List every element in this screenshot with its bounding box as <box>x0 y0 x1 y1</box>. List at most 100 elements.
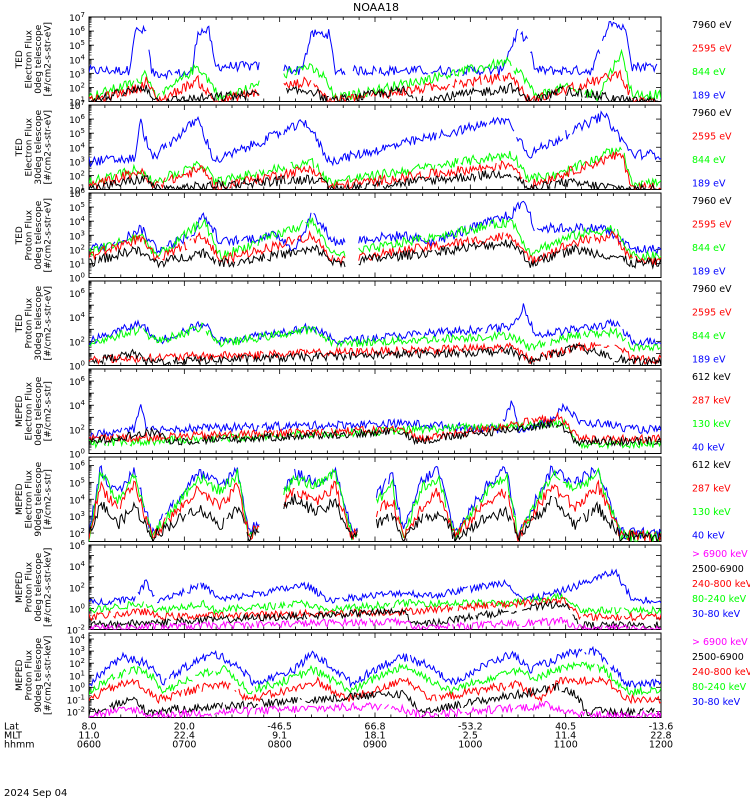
series-30-80-kev <box>89 645 661 690</box>
footer: 2024 Sep 04 LatMLThhmm8.011.0060020.022.… <box>4 722 673 800</box>
series-2595-ev <box>89 341 661 366</box>
series-844-ev <box>89 217 661 263</box>
footer-row-label: hhmm <box>4 740 35 751</box>
footer-hhmm-value: 1100 <box>554 740 578 751</box>
y-tick-label: 100 <box>69 681 85 694</box>
footer-lat-value: -46.5 <box>267 722 292 733</box>
series-612-kev <box>89 493 661 542</box>
legend-entry: 287 keV <box>692 396 731 407</box>
series-80-240-kev <box>89 661 661 697</box>
legend: > 6900 keV 2500-6900 240-800 keV 80-240 keV… <box>692 637 750 708</box>
footer-lat-value: 8.0 <box>81 722 96 733</box>
y-axis-label: MEPEDElectron Flux90deg telescope[#/cm2-… <box>15 461 54 536</box>
y-tick-label: 103 <box>69 155 85 168</box>
legend: > 6900 keV 2500-6900 240-800 keV 80-240 keV… <box>692 549 750 620</box>
y-tick-label: 10-2 <box>67 624 85 637</box>
y-tick-label: 103 <box>69 510 85 523</box>
y-tick-label: 106 <box>69 375 85 388</box>
legend: 7960 eV 2595 eV 844 eV 189 eV <box>692 20 732 102</box>
legend-entry: > 6900 keV <box>692 549 748 560</box>
legend-entry: 80-240 keV <box>692 594 747 605</box>
legend-entry: 612 keV <box>692 372 731 383</box>
legend-entry: 7960 eV <box>692 108 732 119</box>
y-axis-label: MEPEDProton Flux0deg telescope[#/cm2-s-s… <box>15 548 54 627</box>
y-ticks: 100 102 104 106 <box>69 368 661 461</box>
series-2595-ev <box>89 230 661 266</box>
y-tick-label: 102 <box>69 335 85 348</box>
footer-hhmm-value: 1200 <box>649 740 673 751</box>
panel-frame <box>88 192 662 278</box>
series-80-240-kev <box>89 593 661 616</box>
legend-entry: 130 keV <box>692 507 731 518</box>
legend-entry: 287 keV <box>692 484 731 495</box>
plot-title: NOAA18 <box>353 1 399 14</box>
footer-lat-value: 66.8 <box>364 722 385 733</box>
y-tick-label: 100 <box>69 360 85 373</box>
panel-4: 100 102 104 106 TEDProton Flux30deg telescop… <box>15 280 732 373</box>
y-tick-label: 101 <box>69 669 85 682</box>
legend: 7960 eV 2595 eV 844 eV 189 eV <box>692 284 732 366</box>
legend-entry: 189 eV <box>692 355 726 366</box>
footer-mlt-value: 2.5 <box>463 731 478 742</box>
y-axis-label: MEPEDProton Flux90deg telescope[#/cm2-s-… <box>15 636 54 715</box>
y-tick-label: 104 <box>69 53 85 66</box>
y-tick-label: 107 <box>69 99 85 112</box>
y-tick-label: 105 <box>69 39 85 52</box>
footer-lat-value: -53.2 <box>458 722 483 733</box>
footer-hhmm-value: 0700 <box>172 740 196 751</box>
legend: 612 keV 287 keV 130 keV 40 keV <box>692 460 731 542</box>
legend-entry: 844 eV <box>692 331 726 342</box>
y-tick-label: 106 <box>69 539 85 552</box>
series-287-kev <box>89 411 661 445</box>
y-axis-label: TEDElectron Flux30deg telescope[#/cm2-s-… <box>15 109 54 184</box>
legend-entry: 844 eV <box>692 155 726 166</box>
y-axis-label: MEPEDElectron Flux0deg telescope[#/cm2-s… <box>15 376 54 446</box>
y-tick-label: 10-2 <box>67 705 85 718</box>
footer-lat-value: 40.5 <box>555 722 576 733</box>
legend: 612 keV 287 keV 130 keV 40 keV <box>692 372 731 454</box>
series--6900-kev <box>89 700 661 718</box>
series-189-ev <box>89 303 661 346</box>
legend-entry: 189 eV <box>692 267 726 278</box>
y-tick-label: 104 <box>69 311 85 324</box>
series-group <box>89 200 661 270</box>
y-tick-label: 104 <box>69 560 85 573</box>
legend-entry: 2595 eV <box>692 44 732 55</box>
legend-entry: 2500-6900 <box>692 652 744 663</box>
legend-entry: 240-800 keV <box>692 667 750 678</box>
y-axis-label: TEDProton Flux30deg telescope[#/cm2-s-st… <box>15 285 54 360</box>
panel-frame <box>88 456 662 542</box>
footer-hhmm-value: 0600 <box>77 740 101 751</box>
y-tick-label: 104 <box>69 215 85 228</box>
footer-mlt-value: 18.1 <box>364 731 385 742</box>
y-tick-label: 100 <box>69 602 85 615</box>
y-tick-label: 104 <box>69 399 85 412</box>
legend: 7960 eV 2595 eV 844 eV 189 eV <box>692 108 732 190</box>
y-tick-label: 101 <box>69 257 85 270</box>
legend-entry: 30-80 keV <box>692 697 741 708</box>
footer-mlt-value: 22.8 <box>650 731 671 742</box>
footer-mlt-value: 22.4 <box>174 731 195 742</box>
series--6900-kev <box>89 616 661 630</box>
y-tick-label: 100 <box>69 448 85 461</box>
series-2500-6900 <box>89 682 661 717</box>
y-tick-label: 104 <box>69 493 85 506</box>
series-group <box>89 568 661 630</box>
panel-frame <box>88 16 662 102</box>
series-group <box>89 22 661 102</box>
panel-5: 100 102 104 106 MEPEDElectron Flux0deg teles… <box>15 368 731 461</box>
footer-mlt-value: 11.0 <box>78 731 99 742</box>
footer-hhmm-value: 0900 <box>363 740 387 751</box>
legend-entry: 40 keV <box>692 443 725 454</box>
legend-entry: 189 eV <box>692 91 726 102</box>
legend-entry: 30-80 keV <box>692 609 741 620</box>
